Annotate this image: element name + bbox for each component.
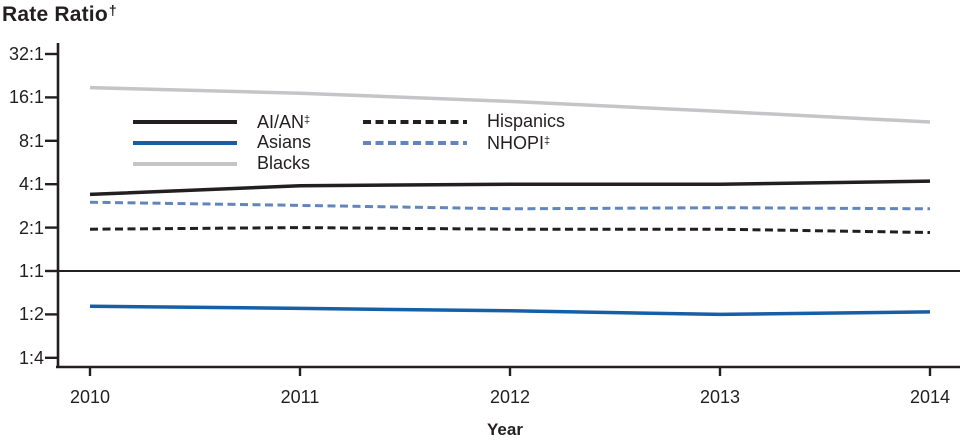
legend-item-nhopi: NHOPI‡	[363, 132, 565, 153]
legend-label: NHOPI‡	[487, 133, 551, 153]
double-dagger-footnote-marker: ‡	[544, 135, 551, 147]
legend-label: AI/AN‡	[257, 112, 311, 132]
x-axis-tick-label: 2014	[909, 387, 951, 407]
legend-swatch-dashed-line	[363, 119, 467, 124]
legend-swatch-solid-line	[133, 161, 237, 166]
legend-label: Blacks	[257, 153, 311, 173]
legend-column: AI/AN‡ Asians Blacks	[133, 111, 311, 174]
y-axis-tick-label: 2:1	[18, 217, 44, 238]
y-axis-title-text: Rate Ratio	[2, 3, 108, 26]
dagger-footnote-marker: †	[108, 2, 117, 18]
x-axis-tick-label: 2010	[69, 387, 111, 407]
legend-item-hispanics: Hispanics	[363, 111, 565, 132]
double-dagger-footnote-marker: ‡	[304, 114, 311, 126]
series-line-asians	[89, 304, 931, 317]
legend-label: Asians	[257, 132, 312, 152]
series-line-ai-an	[89, 179, 931, 197]
legend-item-asians: Asians	[133, 132, 311, 153]
series-line-blacks	[89, 85, 931, 124]
legend-column: Hispanics NHOPI‡	[363, 111, 565, 153]
x-axis-tick-label: 2013	[699, 387, 741, 407]
series-line-nhopi	[89, 200, 931, 211]
y-axis-tick-label: 8:1	[18, 130, 44, 151]
x-axis-tick-label: 2012	[489, 387, 531, 407]
legend-item-blacks: Blacks	[133, 153, 311, 174]
series-line-hispanics	[89, 226, 931, 234]
x-axis-title: Year	[487, 420, 523, 439]
y-axis-title: Rate Ratio†	[2, 2, 117, 27]
legend-item-ai-an: AI/AN‡	[133, 111, 311, 132]
y-axis-tick-label: 1:4	[18, 347, 44, 368]
x-axis-tick-label: 2011	[280, 387, 320, 407]
y-axis-tick-label: 16:1	[8, 87, 44, 108]
y-axis-tick-label: 1:2	[18, 304, 44, 325]
y-axis-tick-label: 1:1	[18, 261, 44, 281]
y-axis-tick-label: 4:1	[18, 174, 44, 195]
legend-swatch-solid-line	[133, 140, 237, 145]
legend-swatch-dashed-line	[363, 140, 467, 145]
legend-label: Hispanics	[487, 111, 566, 131]
legend-swatch-solid-line	[133, 119, 237, 124]
y-axis-tick-label: 32:1	[8, 44, 44, 64]
